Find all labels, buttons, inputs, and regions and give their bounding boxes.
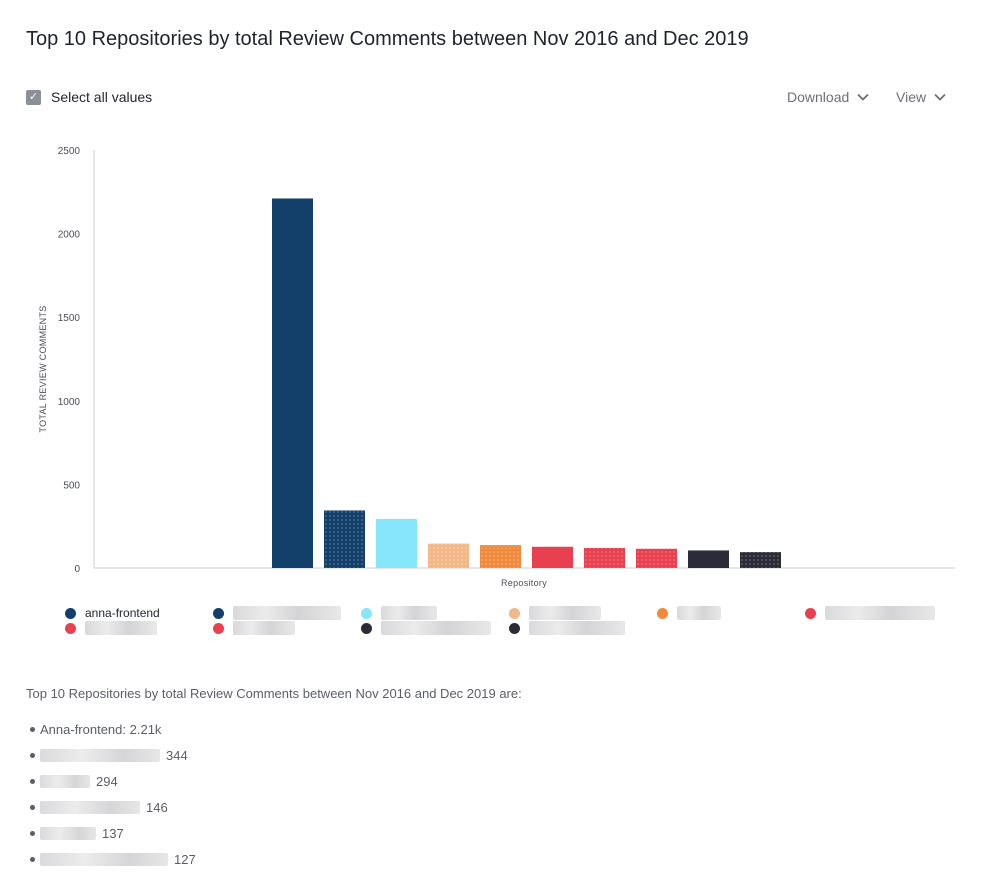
legend-dot-icon bbox=[213, 622, 224, 634]
bullet-icon bbox=[30, 727, 35, 732]
bullet-icon bbox=[30, 805, 35, 810]
summary-item-value: 344 bbox=[166, 747, 188, 763]
chevron-down-icon bbox=[934, 93, 946, 101]
chart-title: Top 10 Repositories by total Review Comm… bbox=[26, 28, 749, 50]
view-label: View bbox=[896, 89, 927, 105]
legend-label-redacted bbox=[825, 606, 935, 620]
legend-dot-icon bbox=[509, 622, 520, 634]
legend-item-5[interactable] bbox=[657, 606, 721, 620]
y-axis-title: TOTAL REVIEW COMMENTS bbox=[38, 305, 48, 432]
legend-item-9[interactable] bbox=[361, 621, 491, 635]
legend-item-3[interactable] bbox=[361, 606, 437, 620]
legend-dot-icon bbox=[361, 622, 372, 634]
bar-3[interactable] bbox=[376, 518, 417, 568]
legend-item-10[interactable] bbox=[509, 621, 625, 635]
legend-item-1[interactable]: anna-frontend bbox=[65, 606, 160, 620]
legend-label: anna-frontend bbox=[85, 606, 160, 620]
legend-dot-icon bbox=[657, 607, 668, 619]
checkbox-checked-icon[interactable]: ✓ bbox=[26, 89, 41, 105]
summary-item-text: Anna-frontend: 2.21k bbox=[40, 721, 162, 737]
legend-label-redacted bbox=[381, 621, 491, 635]
bar-10[interactable] bbox=[740, 552, 781, 568]
bullet-icon bbox=[30, 857, 35, 862]
legend-item-2[interactable] bbox=[213, 606, 341, 620]
legend-item-6[interactable] bbox=[805, 606, 935, 620]
y-tick-label: 1000 bbox=[58, 397, 81, 408]
legend-label-redacted bbox=[381, 606, 437, 620]
legend-item-7[interactable] bbox=[65, 621, 157, 635]
bars bbox=[272, 198, 781, 568]
legend-dot-icon bbox=[509, 607, 520, 619]
bar-4[interactable] bbox=[428, 543, 469, 568]
legend-dot-icon bbox=[361, 607, 372, 619]
summary-item-value: 137 bbox=[102, 825, 124, 841]
legend-item-4[interactable] bbox=[509, 606, 601, 620]
summary-list: Anna-frontend: 2.21k 344 294 146 137 127 bbox=[30, 716, 196, 872]
summary-item-redacted bbox=[40, 800, 140, 814]
legend-item-8[interactable] bbox=[213, 621, 295, 635]
bullet-icon bbox=[30, 753, 35, 758]
legend-label-redacted bbox=[529, 606, 601, 620]
y-axis: 0 500 1000 1500 2000 2500 bbox=[58, 146, 955, 575]
y-tick-label: 0 bbox=[74, 564, 80, 575]
summary-item: 137 bbox=[30, 820, 196, 846]
bullet-icon bbox=[30, 779, 35, 784]
legend-label-redacted bbox=[233, 621, 295, 635]
bar-6[interactable] bbox=[532, 546, 573, 568]
summary-item-redacted bbox=[40, 826, 96, 840]
summary-intro: Top 10 Repositories by total Review Comm… bbox=[26, 686, 522, 701]
chevron-down-icon bbox=[857, 93, 869, 101]
legend-dot-icon bbox=[213, 607, 224, 619]
legend-dot-icon bbox=[65, 607, 76, 619]
bar-5[interactable] bbox=[480, 545, 521, 568]
select-all-label: Select all values bbox=[51, 89, 153, 105]
legend-label-redacted bbox=[677, 606, 721, 620]
y-tick-label: 2000 bbox=[58, 230, 81, 241]
bar-2[interactable] bbox=[324, 510, 365, 568]
summary-item-redacted bbox=[40, 748, 160, 762]
bar-8[interactable] bbox=[636, 548, 677, 568]
y-tick-label: 2500 bbox=[58, 146, 81, 157]
legend-dot-icon bbox=[805, 607, 816, 619]
summary-item-redacted bbox=[40, 774, 90, 788]
bar-1[interactable] bbox=[272, 198, 313, 568]
summary-item-redacted bbox=[40, 852, 168, 866]
bullet-icon bbox=[30, 831, 35, 836]
download-button[interactable]: Download bbox=[787, 89, 869, 105]
y-tick-label: 1500 bbox=[58, 313, 81, 324]
legend-label-redacted bbox=[529, 621, 625, 635]
summary-item: 127 bbox=[30, 846, 196, 872]
bar-chart: 0 500 1000 1500 2000 2500 TOTAL REVIEW COMMEN… bbox=[38, 146, 955, 588]
summary-item: 344 bbox=[30, 742, 196, 768]
summary-item: Anna-frontend: 2.21k bbox=[30, 716, 196, 742]
bar-7[interactable] bbox=[584, 547, 625, 568]
summary-item-value: 146 bbox=[146, 799, 168, 815]
legend-dot-icon bbox=[65, 622, 76, 634]
select-all-checkbox[interactable]: ✓ Select all values bbox=[26, 89, 152, 105]
view-button[interactable]: View bbox=[896, 89, 946, 105]
summary-item: 294 bbox=[30, 768, 196, 794]
legend-label-redacted bbox=[85, 621, 157, 635]
y-tick-label: 500 bbox=[63, 480, 80, 491]
legend-label-redacted bbox=[233, 606, 341, 620]
summary-item: 146 bbox=[30, 794, 196, 820]
summary-item-value: 294 bbox=[96, 773, 118, 789]
summary-item-value: 127 bbox=[174, 851, 196, 867]
bar-9[interactable] bbox=[688, 550, 729, 568]
x-axis-title: Repository bbox=[501, 578, 547, 588]
download-label: Download bbox=[787, 89, 850, 105]
